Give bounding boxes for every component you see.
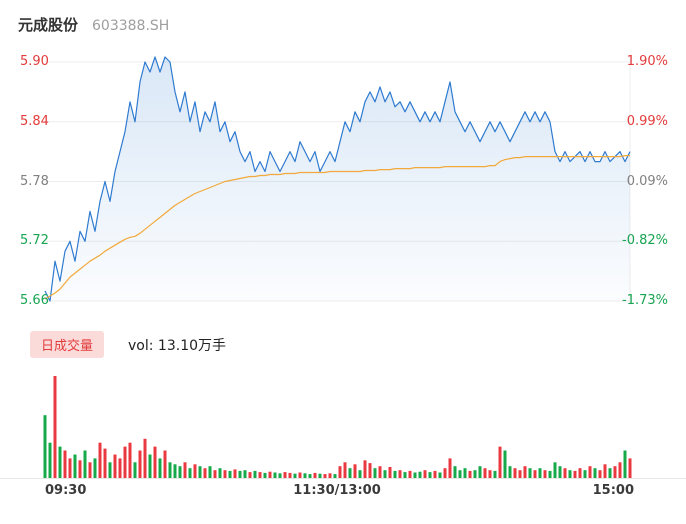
header: 元成股份 603388.SH (18, 14, 169, 35)
volume-bars (43, 376, 632, 478)
time-label-midday: 11:30/13:00 (293, 483, 381, 498)
time-axis: 09:30 11:30/13:00 15:00 (0, 483, 686, 501)
volume-value: vol: 13.10万手 (128, 337, 227, 354)
volume-tab[interactable]: 日成交量 (30, 331, 105, 358)
time-label-open: 09:30 (45, 483, 87, 498)
price-area (45, 57, 630, 301)
avg-price-line (44, 155, 630, 300)
stock-code: 603388.SH (92, 18, 170, 34)
time-label-close: 15:00 (592, 483, 634, 498)
stock-name: 元成股份 (18, 16, 79, 34)
price-line (44, 56, 631, 302)
volume-header: 日成交量 vol: 13.10万手 (30, 331, 226, 358)
